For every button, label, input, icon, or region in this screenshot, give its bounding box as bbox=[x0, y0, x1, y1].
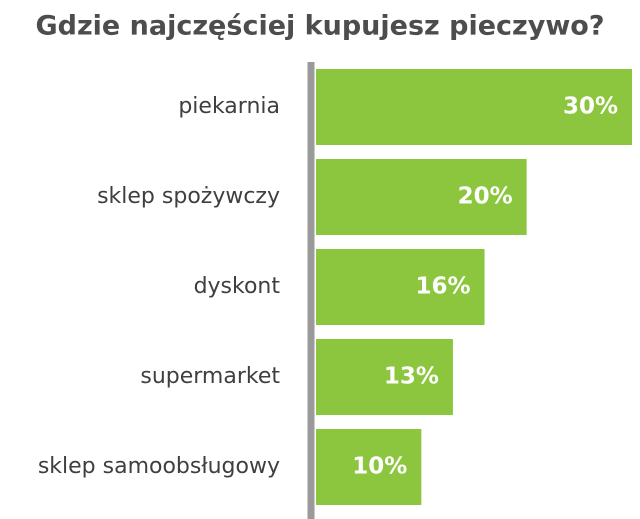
bar bbox=[316, 429, 422, 505]
bar bbox=[316, 159, 527, 235]
value-label: 30% bbox=[563, 94, 618, 120]
bar bbox=[316, 69, 632, 145]
category-label: dyskont bbox=[194, 274, 281, 299]
bar bbox=[316, 339, 453, 415]
value-label: 16% bbox=[415, 274, 470, 300]
category-label: sklep samoobsługowy bbox=[38, 454, 280, 479]
value-label: 20% bbox=[458, 184, 513, 210]
chart-title: Gdzie najczęściej kupujesz pieczywo? bbox=[35, 11, 604, 42]
category-label: supermarket bbox=[140, 364, 280, 389]
value-label: 10% bbox=[352, 454, 407, 480]
bar bbox=[316, 249, 485, 325]
category-label: piekarnia bbox=[178, 94, 280, 119]
value-label: 13% bbox=[384, 364, 439, 390]
category-label: sklep spożywczy bbox=[97, 184, 280, 209]
